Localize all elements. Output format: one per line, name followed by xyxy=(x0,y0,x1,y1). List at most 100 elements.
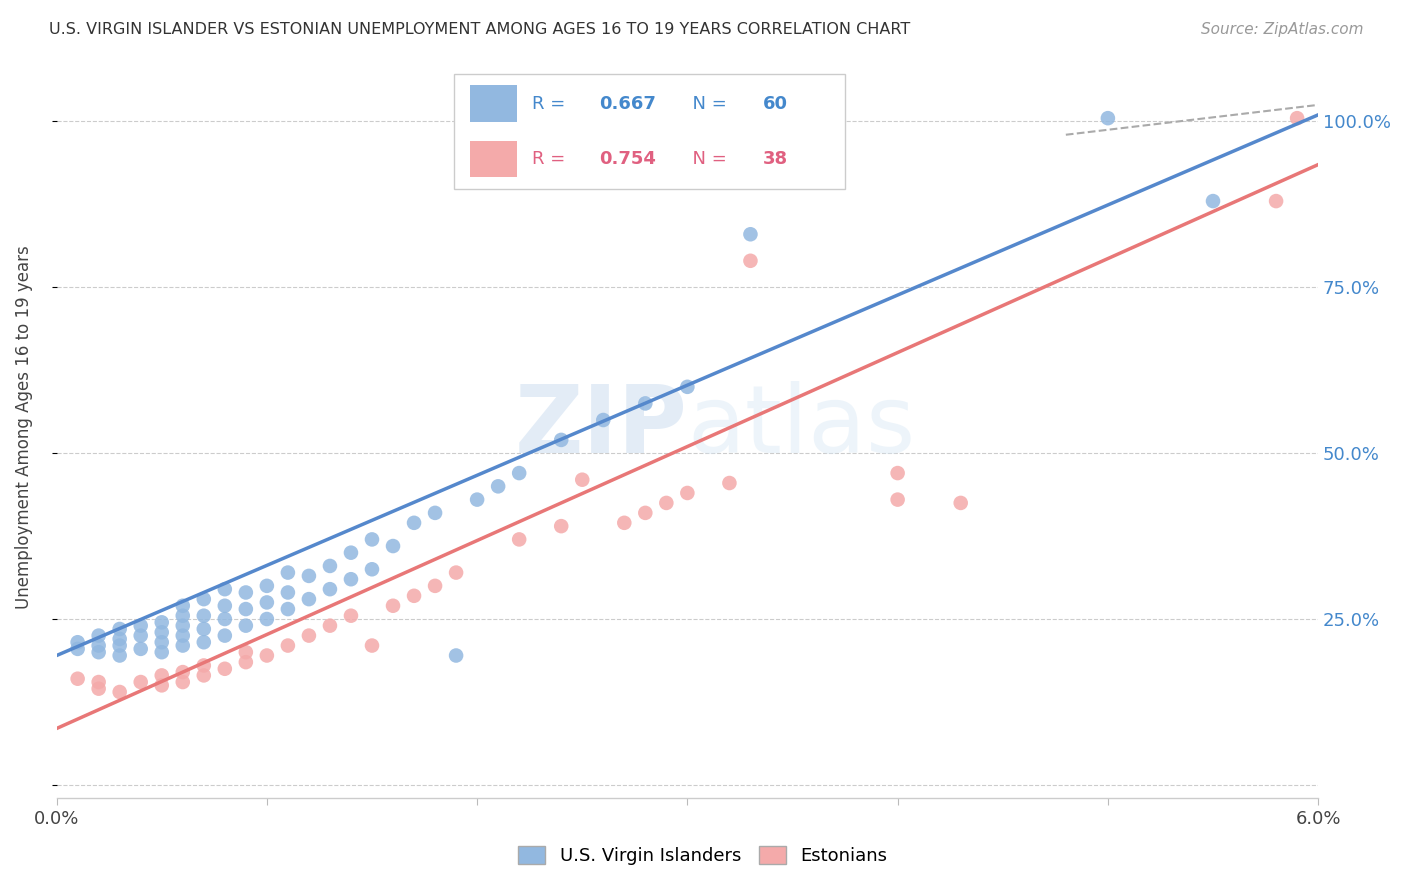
Point xyxy=(214,629,236,643)
Point xyxy=(108,648,131,663)
Point xyxy=(1286,111,1309,125)
Point xyxy=(108,639,131,653)
Point xyxy=(277,585,299,599)
Point xyxy=(235,645,257,659)
Point xyxy=(1202,194,1225,208)
Point xyxy=(172,608,194,623)
Legend: U.S. Virgin Islanders, Estonians: U.S. Virgin Islanders, Estonians xyxy=(510,838,896,872)
Point xyxy=(150,635,173,649)
Point xyxy=(592,413,614,427)
Point xyxy=(150,615,173,630)
Point xyxy=(382,539,405,553)
Point xyxy=(402,516,425,530)
Point xyxy=(277,639,299,653)
Point xyxy=(66,641,89,656)
Point xyxy=(235,585,257,599)
Point xyxy=(87,681,110,696)
Point xyxy=(150,645,173,659)
Point xyxy=(129,675,152,690)
Point xyxy=(150,678,173,692)
Point xyxy=(508,466,530,480)
Point xyxy=(740,227,762,242)
Point xyxy=(150,668,173,682)
Point xyxy=(361,639,384,653)
Point xyxy=(214,582,236,597)
Point xyxy=(319,618,342,632)
Point xyxy=(634,396,657,410)
Point xyxy=(172,618,194,632)
Point xyxy=(423,506,446,520)
Point xyxy=(256,648,278,663)
Point xyxy=(87,629,110,643)
Point xyxy=(256,612,278,626)
Point xyxy=(172,675,194,690)
Point xyxy=(676,380,699,394)
Point xyxy=(571,473,593,487)
Point xyxy=(172,629,194,643)
Point xyxy=(172,599,194,613)
Point xyxy=(277,566,299,580)
Point xyxy=(277,602,299,616)
Point xyxy=(550,433,572,447)
Point xyxy=(298,569,321,583)
Point xyxy=(235,618,257,632)
Point xyxy=(402,589,425,603)
Point xyxy=(256,579,278,593)
Point xyxy=(340,546,363,560)
Point xyxy=(340,608,363,623)
Point xyxy=(129,629,152,643)
Point xyxy=(676,486,699,500)
Point xyxy=(1265,194,1288,208)
Point xyxy=(108,632,131,646)
Point xyxy=(655,496,678,510)
Point xyxy=(886,466,908,480)
Point xyxy=(235,655,257,669)
Point xyxy=(214,599,236,613)
Text: atlas: atlas xyxy=(688,381,915,473)
Point xyxy=(886,492,908,507)
Point xyxy=(718,476,741,491)
Point xyxy=(465,492,488,507)
Text: ZIP: ZIP xyxy=(515,381,688,473)
Point xyxy=(214,612,236,626)
Point xyxy=(193,668,215,682)
Point xyxy=(108,685,131,699)
Point xyxy=(87,645,110,659)
Point xyxy=(444,648,467,663)
Point xyxy=(949,496,972,510)
Point xyxy=(382,599,405,613)
Point xyxy=(129,641,152,656)
Point xyxy=(66,672,89,686)
Point xyxy=(361,562,384,576)
Point xyxy=(1097,111,1119,125)
Point xyxy=(193,608,215,623)
Point xyxy=(193,622,215,636)
Point xyxy=(214,662,236,676)
Text: Source: ZipAtlas.com: Source: ZipAtlas.com xyxy=(1201,22,1364,37)
Point xyxy=(740,253,762,268)
Point xyxy=(66,635,89,649)
Point xyxy=(172,665,194,679)
Point xyxy=(361,533,384,547)
Point xyxy=(340,572,363,586)
Point xyxy=(193,592,215,607)
Point xyxy=(193,658,215,673)
Point xyxy=(550,519,572,533)
Y-axis label: Unemployment Among Ages 16 to 19 years: Unemployment Among Ages 16 to 19 years xyxy=(15,244,32,608)
Point xyxy=(235,602,257,616)
Point xyxy=(150,625,173,640)
Point xyxy=(298,592,321,607)
Point xyxy=(298,629,321,643)
Point xyxy=(486,479,509,493)
Text: U.S. VIRGIN ISLANDER VS ESTONIAN UNEMPLOYMENT AMONG AGES 16 TO 19 YEARS CORRELAT: U.S. VIRGIN ISLANDER VS ESTONIAN UNEMPLO… xyxy=(49,22,911,37)
Point xyxy=(613,516,636,530)
Point xyxy=(108,622,131,636)
Point xyxy=(256,595,278,609)
Point xyxy=(444,566,467,580)
Point xyxy=(319,582,342,597)
Point xyxy=(87,639,110,653)
Point xyxy=(172,639,194,653)
Point xyxy=(423,579,446,593)
Point xyxy=(193,635,215,649)
Point xyxy=(87,675,110,690)
